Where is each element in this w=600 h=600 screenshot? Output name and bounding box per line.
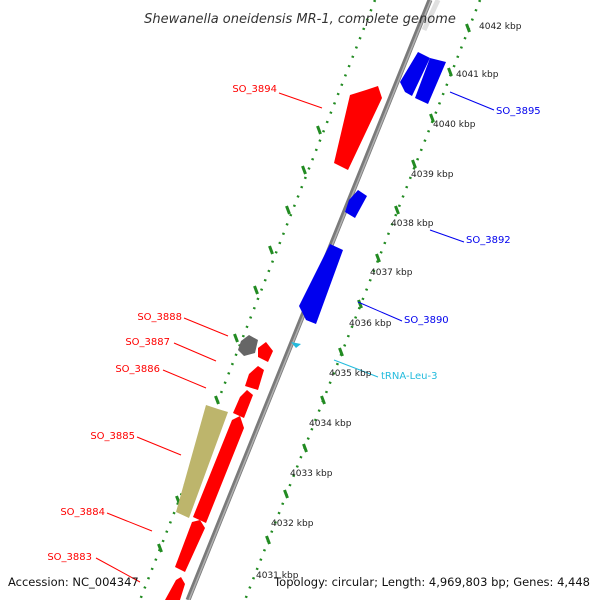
leader-SO_3895 (449, 91, 495, 111)
gene-SO_3883 (165, 577, 185, 600)
leader-SO_3888 (183, 317, 229, 337)
gene-label-tRNA-Leu-3: tRNA-Leu-3 (381, 371, 437, 382)
tick-label-4040-kbp: 4040 kbp (433, 120, 476, 130)
inner-tick-mark (265, 535, 271, 545)
dotted-guide-lines (138, 0, 482, 600)
inner-tick-mark (465, 23, 471, 33)
outer-tick-mark (253, 285, 259, 295)
gene-label-SO_3887: SO_3887 (125, 337, 170, 348)
tick-label-4033-kbp: 4033 kbp (290, 469, 333, 479)
outer-tick-mark (233, 333, 239, 343)
tick-labels: 4031 kbp 4032 kbp 4033 kbp 4034 kbp 4035 kbp… (256, 22, 522, 581)
tick-label-4041-kbp: 4041 kbp (456, 70, 499, 80)
accession-text: Accession: NC_004347 (8, 575, 139, 589)
gene-SO_3895-a (400, 52, 430, 96)
outer-tick-mark (268, 245, 274, 255)
gene-features (165, 52, 446, 600)
leader-SO_3887 (173, 342, 217, 362)
gene-SO_3887 (258, 342, 273, 362)
inner-tick-mark (302, 443, 308, 453)
tick-label-4031-kbp: 4031 kbp (256, 571, 299, 581)
gene-label-SO_3895: SO_3895 (496, 106, 541, 117)
tick-label-4032-kbp: 4032 kbp (271, 519, 314, 529)
inner-tick-mark (447, 67, 453, 77)
inner-tick-mark (375, 253, 381, 263)
leader-SO_3884 (106, 512, 153, 532)
outer-tick-mark (285, 205, 291, 215)
tick-label-4035-kbp: 4035 kbp (329, 369, 372, 379)
gene-SO_3884-large (193, 416, 244, 523)
gene-label-SO_3888: SO_3888 (137, 312, 182, 323)
gene-SO_3895 (415, 58, 446, 104)
genome-stats-text: Topology: circular; Length: 4,969,803 bp… (274, 575, 590, 589)
leader-tRNA-Leu-3 (333, 359, 379, 378)
inner-tick-mark (357, 299, 363, 309)
leader-SO_3883 (95, 557, 141, 583)
inner-tick-mark (320, 395, 326, 405)
gene-SO_3890 (299, 244, 343, 324)
gene-SO_3888 (238, 335, 258, 356)
gene-SO_3885-part (233, 390, 253, 418)
gene-label-SO_3892: SO_3892 (466, 235, 511, 246)
gene-SO_3885 (176, 405, 228, 518)
gene-label-SO_3890: SO_3890 (404, 315, 449, 326)
outer-tick-mark (214, 395, 220, 405)
leader-SO_3890 (357, 301, 403, 322)
inner-tick-mark (411, 159, 417, 169)
outer-tick-mark (301, 165, 307, 175)
tick-label-4039-kbp: 4039 kbp (411, 170, 454, 180)
gene-labels: SO_3894 SO_3895 SO_3892 SO_3890 SO_3888 SO_38… (47, 84, 540, 563)
label-leader-lines (95, 91, 495, 583)
outer-tick-mark (316, 125, 322, 135)
gene-label-SO_3894: SO_3894 (232, 84, 277, 95)
gene-SO_3894 (334, 86, 382, 170)
leader-SO_3892 (429, 229, 465, 243)
gene-SO_3884 (175, 520, 205, 572)
leader-SO_3894 (278, 92, 323, 109)
tick-label-4042-kbp: 4042 kbp (479, 22, 522, 32)
tick-label-4038-kbp: 4038 kbp (391, 219, 434, 229)
inner-tick-mark (338, 347, 344, 357)
inner-tick-mark (283, 489, 289, 499)
gene-label-SO_3885: SO_3885 (90, 431, 135, 442)
backbone-fade (421, 0, 441, 32)
gene-label-SO_3886: SO_3886 (115, 364, 160, 375)
gene-SO_3892 (345, 190, 367, 218)
tick-label-4037-kbp: 4037 kbp (370, 268, 413, 278)
gene-SO_3886 (245, 366, 264, 390)
inner-tick-mark (429, 113, 435, 123)
leader-SO_3885 (136, 436, 182, 456)
gene-label-SO_3883: SO_3883 (47, 552, 92, 563)
inner-dotted-line (243, 0, 482, 600)
outer-tick-mark (157, 543, 163, 553)
map-title: Shewanella oneidensis MR-1, complete gen… (144, 12, 456, 27)
tick-label-4034-kbp: 4034 kbp (309, 419, 352, 429)
gene-tRNA-Leu-3 (291, 342, 301, 348)
inner-tick-mark (394, 205, 400, 215)
tick-label-4036-kbp: 4036 kbp (349, 319, 392, 329)
leader-SO_3886 (162, 369, 207, 389)
gene-label-SO_3884: SO_3884 (60, 507, 105, 518)
